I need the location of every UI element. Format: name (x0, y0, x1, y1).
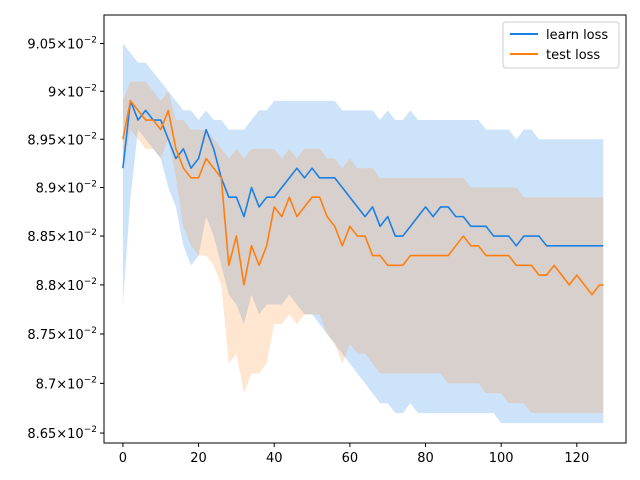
line-series-2 (122, 100, 604, 296)
legend: learn loss test loss (502, 21, 620, 69)
y-tick-label: 8.65×10−2 (27, 425, 97, 442)
x-tick-label: 60 (342, 451, 359, 466)
y-tick-label: 9×10−2 (48, 83, 97, 100)
band-series-1 (122, 43, 604, 424)
x-tick-label: 80 (417, 451, 434, 466)
plot-frame (103, 14, 627, 444)
y-axis: 8.65×10−2 8.7×10−2 8.75×10−2 8.8×10−2 8.85×1… (27, 36, 104, 442)
legend-label: test loss (546, 48, 600, 63)
confidence-bands (122, 43, 604, 424)
x-tick-label: 40 (266, 451, 283, 466)
series-lines (122, 100, 604, 296)
y-tick-label: 8.8×10−2 (36, 277, 97, 294)
y-tick-label: 8.85×10−2 (27, 228, 97, 245)
y-tick-label: 8.9×10−2 (36, 180, 97, 197)
x-tick-label: 120 (564, 451, 589, 466)
x-axis: 0 20 40 60 80 100 120 (119, 443, 589, 466)
x-tick-label: 0 (119, 451, 127, 466)
x-tick-label: 100 (489, 451, 514, 466)
legend-label: learn loss (546, 28, 608, 43)
y-tick-label: 8.75×10−2 (27, 326, 97, 343)
y-tick-label: 8.95×10−2 (27, 131, 97, 148)
band-series-2 (122, 81, 604, 414)
x-tick-label: 20 (190, 451, 207, 466)
line-series-1 (122, 100, 604, 247)
y-tick-label: 9.05×10−2 (27, 36, 97, 53)
y-tick-label: 8.7×10−2 (36, 375, 97, 392)
